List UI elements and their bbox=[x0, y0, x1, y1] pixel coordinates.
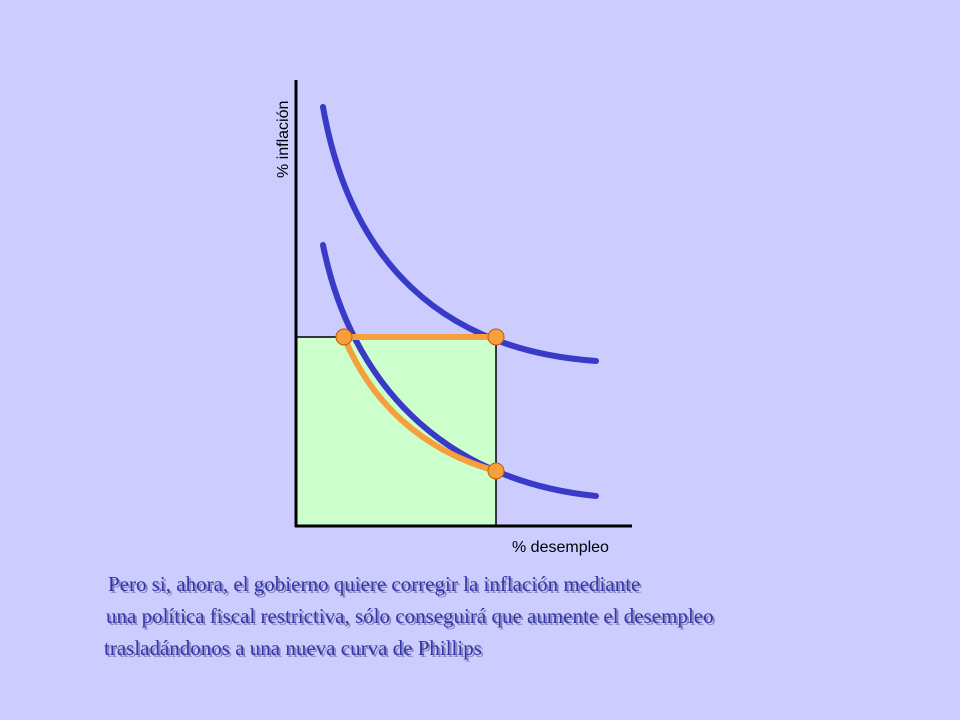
caption-line-2: una política fiscal restrictiva, sólo co… bbox=[106, 604, 714, 628]
y-axis-label: % inflación bbox=[275, 101, 292, 178]
caption-line-1: Pero si, ahora, el gobierno quiere corre… bbox=[108, 572, 641, 596]
shaded-region bbox=[295, 336, 497, 527]
phillips-curve-lower bbox=[320, 242, 599, 499]
x-axis-label: % desempleo bbox=[512, 539, 609, 556]
caption-line-3: trasladándonos a una nueva curva de Phil… bbox=[104, 636, 482, 660]
point-upper-right bbox=[487, 328, 505, 346]
orange-curve-segment bbox=[341, 335, 497, 474]
point-lower-right bbox=[487, 462, 505, 480]
point-left bbox=[335, 328, 353, 346]
phillips-curve-upper bbox=[320, 104, 599, 364]
